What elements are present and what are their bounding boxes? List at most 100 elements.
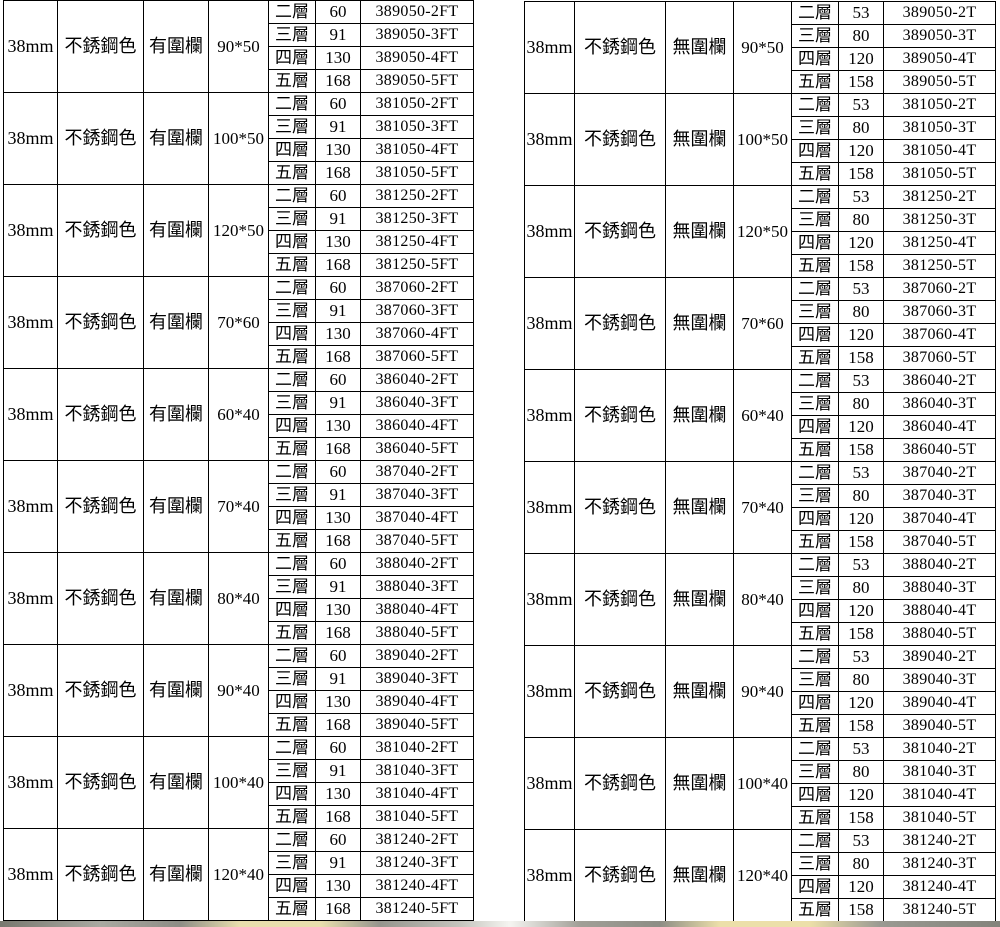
table-row: 38mm 不銹鋼色 有圍欄 70*40 二層 60 387040-2FT bbox=[3, 460, 474, 553]
code-cell: 386040-4T bbox=[883, 415, 996, 439]
price-cell: 130 bbox=[315, 414, 361, 438]
table-row: 三層 80 389050-3T bbox=[525, 24, 996, 48]
table-row: 38mm 不銹鋼色 有圍欄 70*60 二層 60 387060-2FT bbox=[3, 276, 474, 369]
fence-cell: 無圍欄 bbox=[665, 277, 734, 370]
color-cell: 不銹鋼色 bbox=[574, 829, 666, 922]
layer-cell: 二層 bbox=[268, 368, 316, 392]
thickness-cell: 38mm bbox=[524, 369, 575, 462]
fence-cell: 無圍欄 bbox=[665, 645, 734, 738]
color-cell: 不銹鋼色 bbox=[57, 276, 144, 369]
price-cell: 60 bbox=[315, 552, 361, 576]
price-cell: 91 bbox=[315, 851, 361, 875]
code-cell: 388040-5T bbox=[883, 622, 996, 646]
table-row: 三層 80 387060-3T bbox=[525, 300, 996, 324]
layer-cell: 三層 bbox=[791, 300, 839, 324]
thickness-cell: 38mm bbox=[3, 552, 58, 645]
table-row: 38mm 不銹鋼色 無圍欄 80*40 二層 53 388040-2T bbox=[524, 553, 996, 646]
code-cell: 381240-5FT bbox=[360, 897, 474, 921]
price-cell: 120 bbox=[838, 47, 884, 71]
color-cell: 不銹鋼色 bbox=[574, 93, 666, 186]
price-cell: 168 bbox=[315, 529, 361, 553]
layer-cell: 三層 bbox=[268, 391, 316, 415]
code-cell: 386040-4FT bbox=[360, 414, 474, 438]
size-cell: 100*40 bbox=[733, 737, 792, 830]
code-cell: 389040-5T bbox=[883, 714, 996, 738]
thickness-cell: 38mm bbox=[3, 368, 58, 461]
fence-cell: 無圍欄 bbox=[665, 93, 734, 186]
table-row: 38mm 不銹鋼色 無圍欄 90*50 二層 53 389050-2T bbox=[524, 1, 996, 94]
price-cell: 168 bbox=[315, 253, 361, 277]
table-row: 五層 158 387040-5T bbox=[525, 530, 996, 554]
price-cell: 53 bbox=[838, 1, 884, 25]
code-cell: 381050-2FT bbox=[360, 92, 474, 116]
price-cell: 53 bbox=[838, 829, 884, 853]
layer-cell: 三層 bbox=[791, 852, 839, 876]
color-cell: 不銹鋼色 bbox=[57, 828, 144, 921]
layer-cell: 三層 bbox=[268, 207, 316, 231]
code-cell: 386040-5FT bbox=[360, 437, 474, 461]
thickness-cell: 38mm bbox=[3, 460, 58, 553]
code-cell: 386040-2T bbox=[883, 369, 996, 393]
code-cell: 387040-5T bbox=[883, 530, 996, 554]
code-cell: 386040-5T bbox=[883, 438, 996, 462]
color-cell: 不銹鋼色 bbox=[57, 552, 144, 645]
code-cell: 381240-2T bbox=[883, 829, 996, 853]
layer-cell: 五層 bbox=[791, 254, 839, 278]
price-cell: 53 bbox=[838, 645, 884, 669]
thickness-cell: 38mm bbox=[524, 93, 575, 186]
table-row: 四層 130 381240-4FT bbox=[4, 874, 474, 898]
code-cell: 387040-3FT bbox=[360, 483, 474, 507]
code-cell: 387060-5FT bbox=[360, 345, 474, 369]
table-row: 五層 168 389040-5FT bbox=[4, 713, 474, 737]
price-cell: 120 bbox=[838, 415, 884, 439]
layer-cell: 二層 bbox=[791, 1, 839, 25]
layer-cell: 五層 bbox=[268, 897, 316, 921]
table-row: 五層 168 381240-5FT bbox=[4, 897, 474, 921]
layer-cell: 四層 bbox=[791, 875, 839, 899]
price-cell: 168 bbox=[315, 161, 361, 185]
layer-cell: 二層 bbox=[791, 553, 839, 577]
table-row: 38mm 不銹鋼色 無圍欄 60*40 二層 53 386040-2T bbox=[524, 369, 996, 462]
thickness-cell: 38mm bbox=[524, 737, 575, 830]
code-cell: 389050-2T bbox=[883, 1, 996, 25]
layer-cell: 四層 bbox=[268, 782, 316, 806]
table-row: 三層 80 381040-3T bbox=[525, 760, 996, 784]
layer-cell: 四層 bbox=[268, 414, 316, 438]
price-cell: 60 bbox=[315, 460, 361, 484]
layer-cell: 二層 bbox=[268, 828, 316, 852]
table-row: 38mm 不銹鋼色 無圍欄 90*40 二層 53 389040-2T bbox=[524, 645, 996, 738]
size-cell: 60*40 bbox=[208, 368, 269, 461]
table-row: 五層 158 381040-5T bbox=[525, 806, 996, 830]
layer-cell: 二層 bbox=[791, 737, 839, 761]
code-cell: 387040-4T bbox=[883, 507, 996, 531]
price-cell: 60 bbox=[315, 276, 361, 300]
table-row: 三層 91 387060-3FT bbox=[4, 299, 474, 323]
code-cell: 387060-5T bbox=[883, 346, 996, 370]
price-cell: 168 bbox=[315, 897, 361, 921]
table-row: 五層 158 381240-5T bbox=[525, 898, 996, 922]
table-row: 四層 120 386040-4T bbox=[525, 415, 996, 439]
layer-cell: 五層 bbox=[268, 621, 316, 645]
price-cell: 120 bbox=[838, 231, 884, 255]
thickness-cell: 38mm bbox=[524, 461, 575, 554]
code-cell: 381040-5FT bbox=[360, 805, 474, 829]
table-row: 38mm 不銹鋼色 無圍欄 70*40 二層 53 387040-2T bbox=[524, 461, 996, 554]
price-cell: 53 bbox=[838, 93, 884, 117]
fence-cell: 無圍欄 bbox=[665, 369, 734, 462]
color-cell: 不銹鋼色 bbox=[57, 0, 144, 93]
fence-cell: 有圍欄 bbox=[143, 0, 209, 93]
table-row: 三層 91 381240-3FT bbox=[4, 851, 474, 875]
fence-cell: 有圍欄 bbox=[143, 184, 209, 277]
table-row: 38mm 不銹鋼色 有圍欄 60*40 二層 60 386040-2FT bbox=[3, 368, 474, 461]
layer-cell: 二層 bbox=[791, 277, 839, 301]
table-row: 38mm 不銹鋼色 有圍欄 100*50 二層 60 381050-2FT bbox=[3, 92, 474, 185]
table-row: 四層 120 381240-4T bbox=[525, 875, 996, 899]
table-row: 三層 91 387040-3FT bbox=[4, 483, 474, 507]
size-cell: 120*50 bbox=[208, 184, 269, 277]
code-cell: 387060-4T bbox=[883, 323, 996, 347]
code-cell: 388040-3T bbox=[883, 576, 996, 600]
table-row: 三層 91 389040-3FT bbox=[4, 667, 474, 691]
table-row: 38mm 不銹鋼色 有圍欄 100*40 二層 60 381040-2FT bbox=[3, 736, 474, 829]
code-cell: 386040-3FT bbox=[360, 391, 474, 415]
layer-cell: 三層 bbox=[791, 392, 839, 416]
